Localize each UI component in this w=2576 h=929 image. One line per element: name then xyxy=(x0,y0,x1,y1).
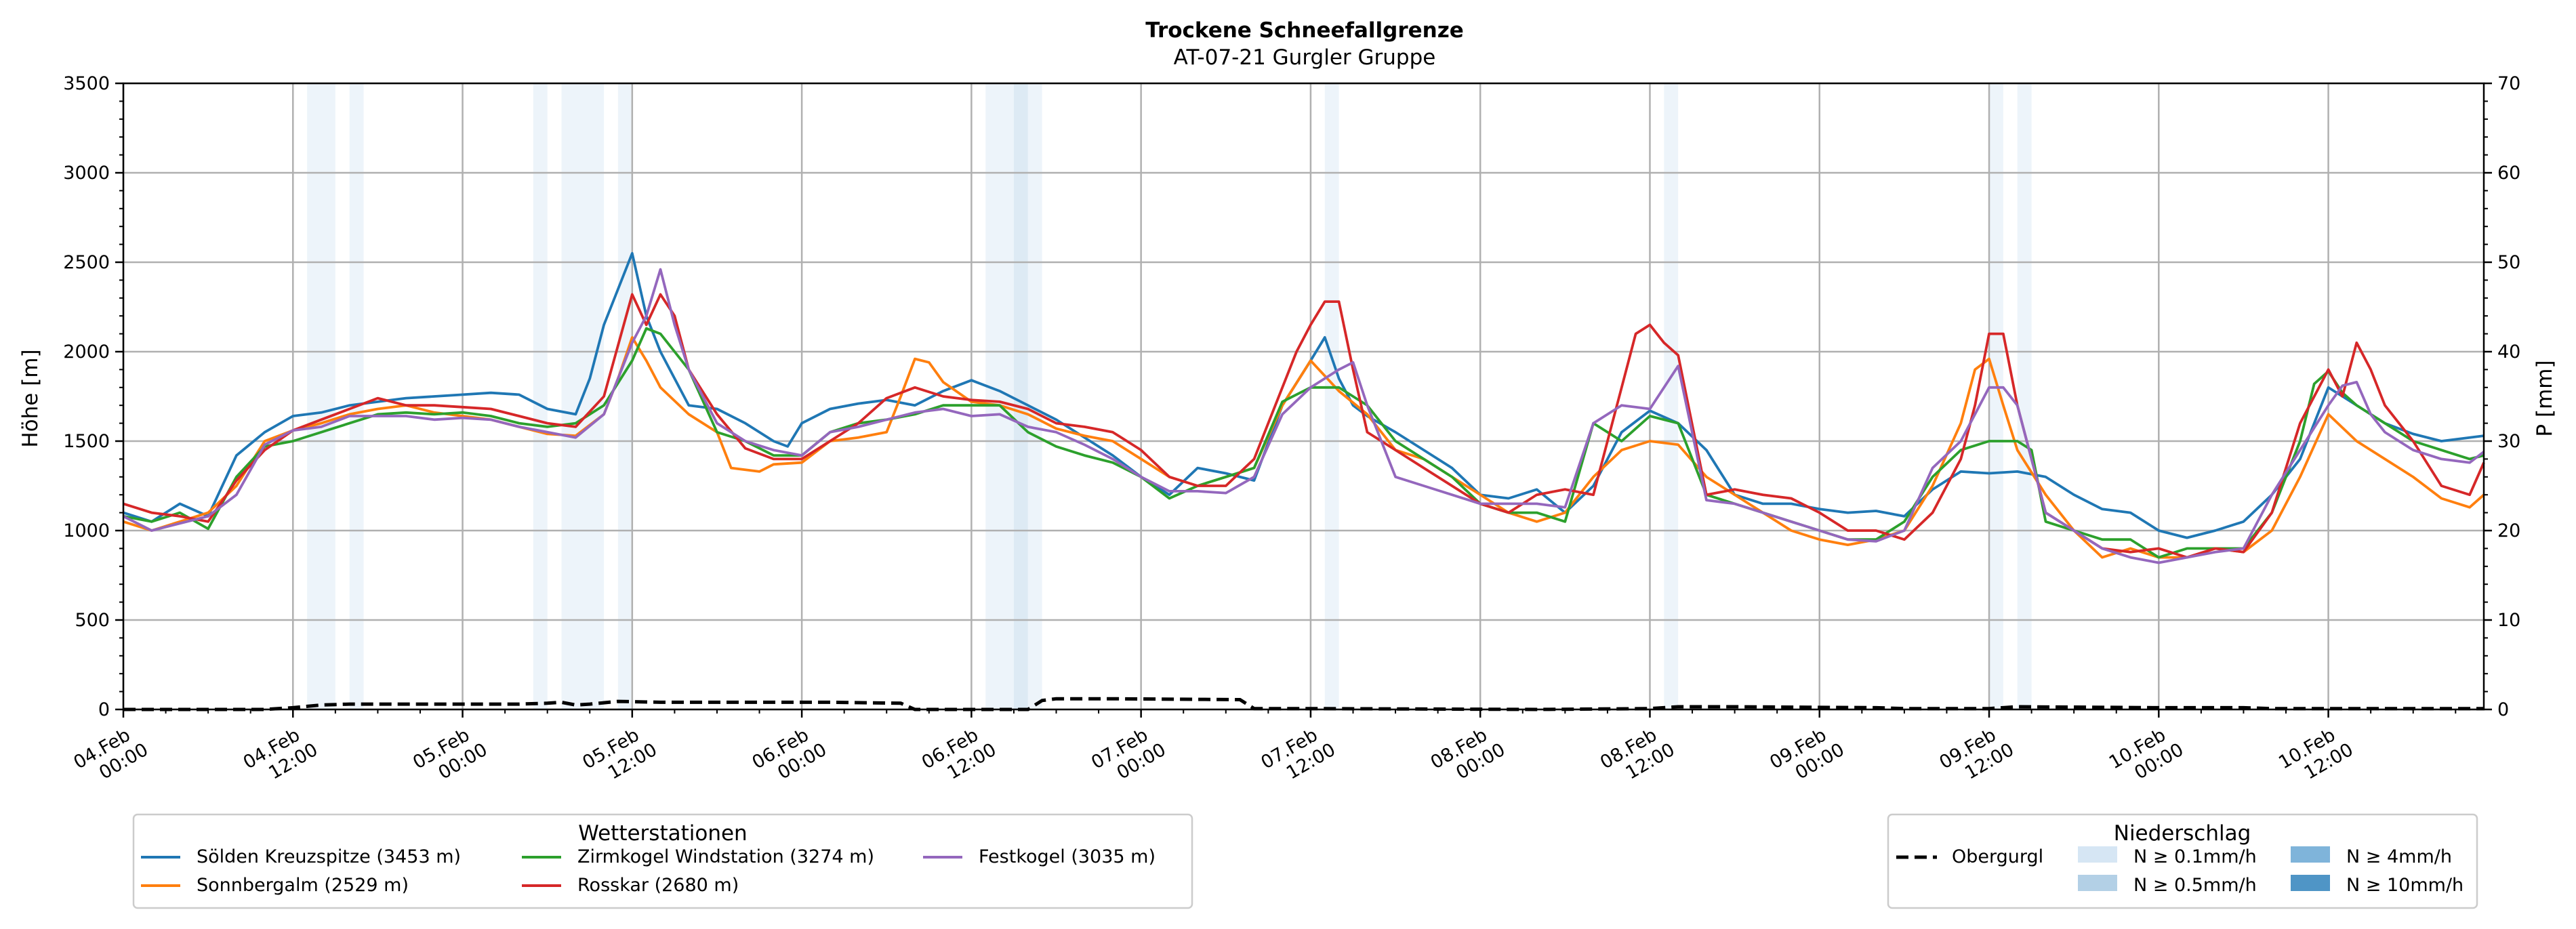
y2-tick-label: 30 xyxy=(2497,431,2520,452)
y2-tick-label: 50 xyxy=(2497,252,2520,273)
series-line-5 xyxy=(123,268,2485,564)
grid-lines xyxy=(122,82,2484,711)
precip-band xyxy=(1013,83,1028,709)
x-tick-label: 10.Feb00:00 xyxy=(2106,720,2187,792)
y2-tick-label: 40 xyxy=(2497,342,2520,363)
y-tick-label: 3000 xyxy=(63,163,110,184)
precip-band xyxy=(349,83,364,709)
precip-band xyxy=(533,83,548,709)
precip-level-label: N ≥ 10mm/h xyxy=(2346,875,2463,896)
legend-label: Festkogel (3035 m) xyxy=(979,846,1156,867)
precip-legend: Niederschlag Obergurgl N ≥ 0.1mm/h N ≥ 0.5m… xyxy=(1887,813,2478,909)
x-tick-label: 05.Feb00:00 xyxy=(409,720,491,792)
y-axis-label: Höhe [m] xyxy=(18,349,43,447)
legend-label: Rosskar (2680 m) xyxy=(577,875,739,896)
x-tick-label: 08.Feb12:00 xyxy=(1597,720,1678,792)
precip-legend-title: Niederschlag xyxy=(2114,821,2251,846)
precip-swatch xyxy=(2291,875,2330,891)
legend-label: Sonnbergalm (2529 m) xyxy=(197,875,409,896)
series-lines xyxy=(123,251,2485,711)
precip-band xyxy=(1027,83,1042,709)
precip-level-label: N ≥ 0.5mm/h xyxy=(2133,875,2257,896)
precip-line xyxy=(123,697,2484,711)
precip-swatch xyxy=(2078,875,2117,891)
precip-bands xyxy=(307,83,2032,709)
y2-tick-label: 70 xyxy=(2497,73,2520,94)
x-tick-label: 06.Feb12:00 xyxy=(918,720,1000,792)
precip-band xyxy=(1989,83,2003,709)
y-tick-label: 1000 xyxy=(63,520,110,541)
series-line-2 xyxy=(123,336,2485,559)
x-tick-label: 09.Feb12:00 xyxy=(1936,720,2018,792)
stations-legend-title: Wetterstationen xyxy=(578,821,747,846)
y-tick-label: 2500 xyxy=(63,252,110,273)
precip-band xyxy=(617,83,632,709)
legend-label: Sölden Kreuzspitze (3453 m) xyxy=(197,846,461,867)
plot-frame xyxy=(122,82,2485,711)
precip-band xyxy=(2017,83,2032,709)
y-tick-label: 1500 xyxy=(63,431,110,452)
y-tick-label: 500 xyxy=(75,610,110,631)
y-tick-label: 0 xyxy=(98,699,110,720)
x-tick-label: 04.Feb12:00 xyxy=(240,720,321,792)
precip-level-label: N ≥ 0.1mm/h xyxy=(2133,846,2257,867)
y2-tick-label: 0 xyxy=(2497,699,2509,720)
y2-axis-label: P [mm] xyxy=(2533,360,2557,436)
x-tick-label: 07.Feb00:00 xyxy=(1088,720,1169,792)
x-tick-label: 09.Feb00:00 xyxy=(1766,720,1847,792)
y2-tick-label: 60 xyxy=(2497,163,2520,184)
y-tick-label: 2000 xyxy=(63,342,110,363)
chart-title: Trockene Schneefallgrenze xyxy=(1145,18,1464,43)
y2-tick-label: 20 xyxy=(2497,520,2520,541)
series-line-4 xyxy=(123,293,2485,559)
stations-legend-box xyxy=(132,813,1193,909)
stations-legend: Wetterstationen Sölden Kreuzspitze (3453 … xyxy=(132,813,1193,909)
x-tick-label: 08.Feb00:00 xyxy=(1427,720,1509,792)
precip-swatch xyxy=(2078,846,2117,863)
precip-swatch xyxy=(2291,846,2330,863)
series-line-3 xyxy=(123,327,2485,559)
precip-level-label: N ≥ 4mm/h xyxy=(2346,846,2452,867)
axes: 0 500 1000 1500 2000 2500 3000 3500 0 10 20 30 40 50 6… xyxy=(63,73,2520,792)
precip-band xyxy=(1324,83,1339,709)
x-tick-label: 10.Feb12:00 xyxy=(2275,720,2356,792)
chart-subtitle: AT-07-21 Gurgler Gruppe xyxy=(1174,45,1436,70)
y2-tick-label: 10 xyxy=(2497,610,2520,631)
x-tick-label: 04.Feb00:00 xyxy=(70,720,152,792)
x-tick-label: 07.Feb12:00 xyxy=(1257,720,1338,792)
x-tick-label: 05.Feb12:00 xyxy=(579,720,660,792)
y-tick-label: 3500 xyxy=(63,73,110,94)
precip-band xyxy=(307,83,335,709)
x-tick-label: 06.Feb00:00 xyxy=(749,720,830,792)
precip-line-label: Obergurgl xyxy=(1952,846,2043,867)
legend-label: Zirmkogel Windstation (3274 m) xyxy=(577,846,874,867)
precip-band xyxy=(1664,83,1679,709)
